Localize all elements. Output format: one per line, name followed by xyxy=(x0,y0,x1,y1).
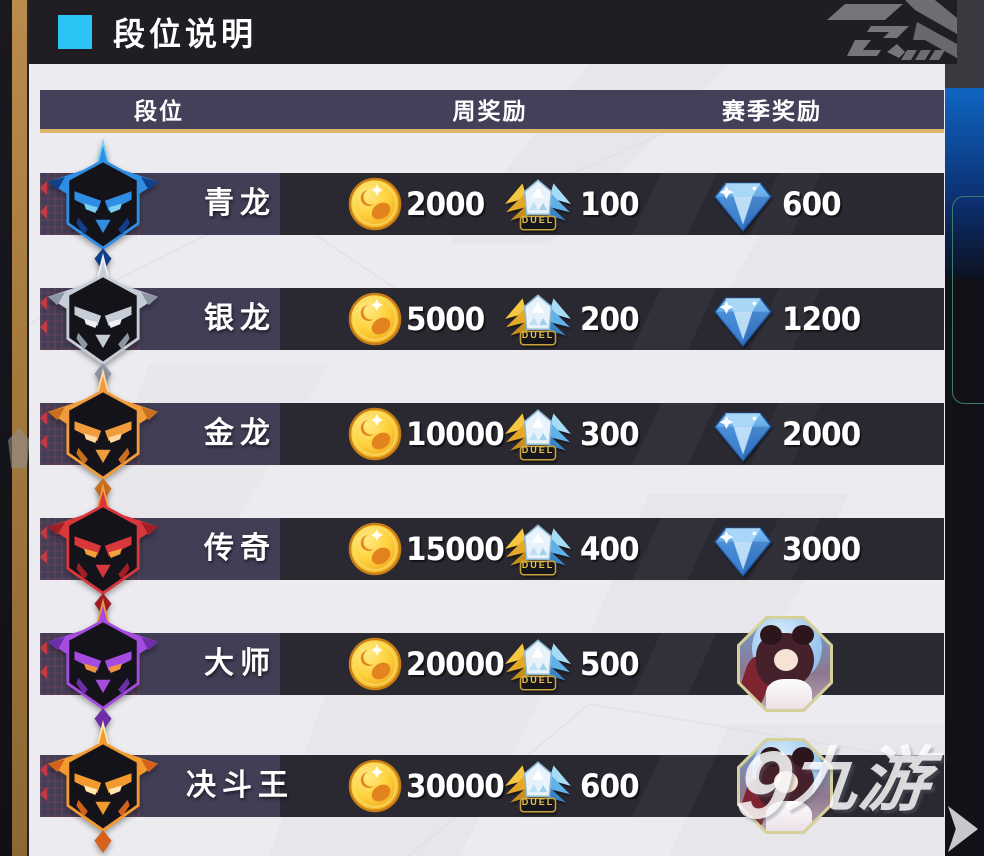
diamond-icon xyxy=(714,182,772,232)
season-character-card xyxy=(737,738,833,834)
column-header-season-reward: 赛季奖励 xyxy=(722,98,822,124)
card-face-art xyxy=(774,649,798,671)
card-dress-art xyxy=(766,679,812,709)
gold-coin-icon xyxy=(348,177,402,231)
row-red-tick-icon xyxy=(40,411,47,457)
weekly-coins-value: 30000 xyxy=(406,767,505,805)
right-background-strip xyxy=(945,0,984,856)
weekly-duel-points-value: 300 xyxy=(580,415,640,453)
row-red-tick-icon xyxy=(40,641,47,687)
row-red-tick-icon xyxy=(40,763,47,809)
rank-name: 决斗王 xyxy=(186,769,294,802)
rank-badge-icon xyxy=(47,138,159,271)
rank-badge-icon xyxy=(47,598,159,731)
row-red-tick-icon xyxy=(40,526,47,572)
table-row: 传奇 15000 DUEL 400 3000 xyxy=(40,483,944,616)
left-background-strip xyxy=(0,0,12,856)
column-header-weekly-reward: 周奖励 xyxy=(452,98,528,124)
duel-badge-label: DUEL xyxy=(521,445,555,455)
site-watermark: 9九游 xyxy=(732,732,936,839)
gold-coin-icon xyxy=(348,522,402,576)
rank-name: 大师 xyxy=(204,647,276,680)
season-diamonds-value: 3000 xyxy=(782,530,861,568)
season-character-card xyxy=(737,616,833,712)
rank-name: 金龙 xyxy=(204,417,276,450)
title-bar: 段位说明 xyxy=(29,0,957,64)
gold-coin-icon xyxy=(348,759,402,813)
card-dress-art xyxy=(766,801,812,831)
table-row: 青龙 2000 DUEL 100 600 xyxy=(40,138,944,271)
gold-coin-icon xyxy=(348,292,402,346)
diamond-icon xyxy=(714,527,772,577)
left-gold-border-strip xyxy=(12,0,29,856)
watermark-9-logo-icon: 9 xyxy=(732,732,793,839)
right-strip-teal-outline xyxy=(952,196,984,404)
weekly-duel-points-value: 600 xyxy=(580,767,640,805)
rank-badge-icon xyxy=(47,368,159,501)
rank-table-panel: 段位 周奖励 赛季奖励 青龙 2000 DUEL 100 600 银龙 xyxy=(29,64,945,856)
weekly-duel-points-value: 500 xyxy=(580,645,640,683)
column-header-rank: 段位 xyxy=(134,98,184,124)
rank-badge-icon xyxy=(47,720,159,853)
weekly-coins-value: 20000 xyxy=(406,645,505,683)
weekly-duel-points-value: 400 xyxy=(580,530,640,568)
duel-badge-label: DUEL xyxy=(521,215,555,225)
table-row: 银龙 5000 DUEL 200 1200 xyxy=(40,253,944,386)
weekly-coins-value: 5000 xyxy=(406,300,485,338)
duel-badge-label: DUEL xyxy=(521,797,555,807)
weekly-coins-value: 15000 xyxy=(406,530,505,568)
table-row: 决斗王 30000 DUEL 600 xyxy=(40,720,944,853)
duel-badge-label: DUEL xyxy=(521,330,555,340)
duel-badge-label: DUEL xyxy=(521,675,555,685)
duel-badge-label: DUEL xyxy=(521,560,555,570)
background-gem-ornament-icon xyxy=(8,428,30,468)
card-hairbun-art xyxy=(760,625,782,645)
season-diamonds-value: 600 xyxy=(782,185,842,223)
season-diamonds-value: 2000 xyxy=(782,415,861,453)
table-header-row: 段位 周奖励 赛季奖励 xyxy=(40,90,944,133)
table-row: 大师 20000 DUEL 500 xyxy=(40,598,944,731)
gold-coin-icon xyxy=(348,637,402,691)
rank-name: 传奇 xyxy=(204,532,276,565)
page-title: 段位说明 xyxy=(113,16,258,52)
weekly-coins-value: 2000 xyxy=(406,185,485,223)
diamond-icon xyxy=(714,297,772,347)
card-hairbun-art xyxy=(792,747,814,767)
card-hairbun-art xyxy=(760,747,782,767)
table-row: 金龙 10000 DUEL 300 2000 xyxy=(40,368,944,501)
row-red-tick-icon xyxy=(40,181,47,227)
title-accent-square-icon xyxy=(58,15,92,49)
diamond-icon xyxy=(714,412,772,462)
gold-coin-icon xyxy=(348,407,402,461)
rank-badge-icon xyxy=(47,483,159,616)
rank-name: 青龙 xyxy=(204,187,276,220)
corner-emblem-icon xyxy=(827,0,957,60)
weekly-coins-value: 10000 xyxy=(406,415,505,453)
card-face-art xyxy=(774,771,798,793)
row-red-tick-icon xyxy=(40,296,47,342)
season-diamonds-value: 1200 xyxy=(782,300,861,338)
rank-badge-icon xyxy=(47,253,159,386)
card-hairbun-art xyxy=(792,625,814,645)
weekly-duel-points-value: 200 xyxy=(580,300,640,338)
weekly-duel-points-value: 100 xyxy=(580,185,640,223)
right-strip-blue-glow xyxy=(945,88,984,278)
rank-name: 银龙 xyxy=(204,302,276,335)
watermark-text: 九游 xyxy=(783,741,936,819)
